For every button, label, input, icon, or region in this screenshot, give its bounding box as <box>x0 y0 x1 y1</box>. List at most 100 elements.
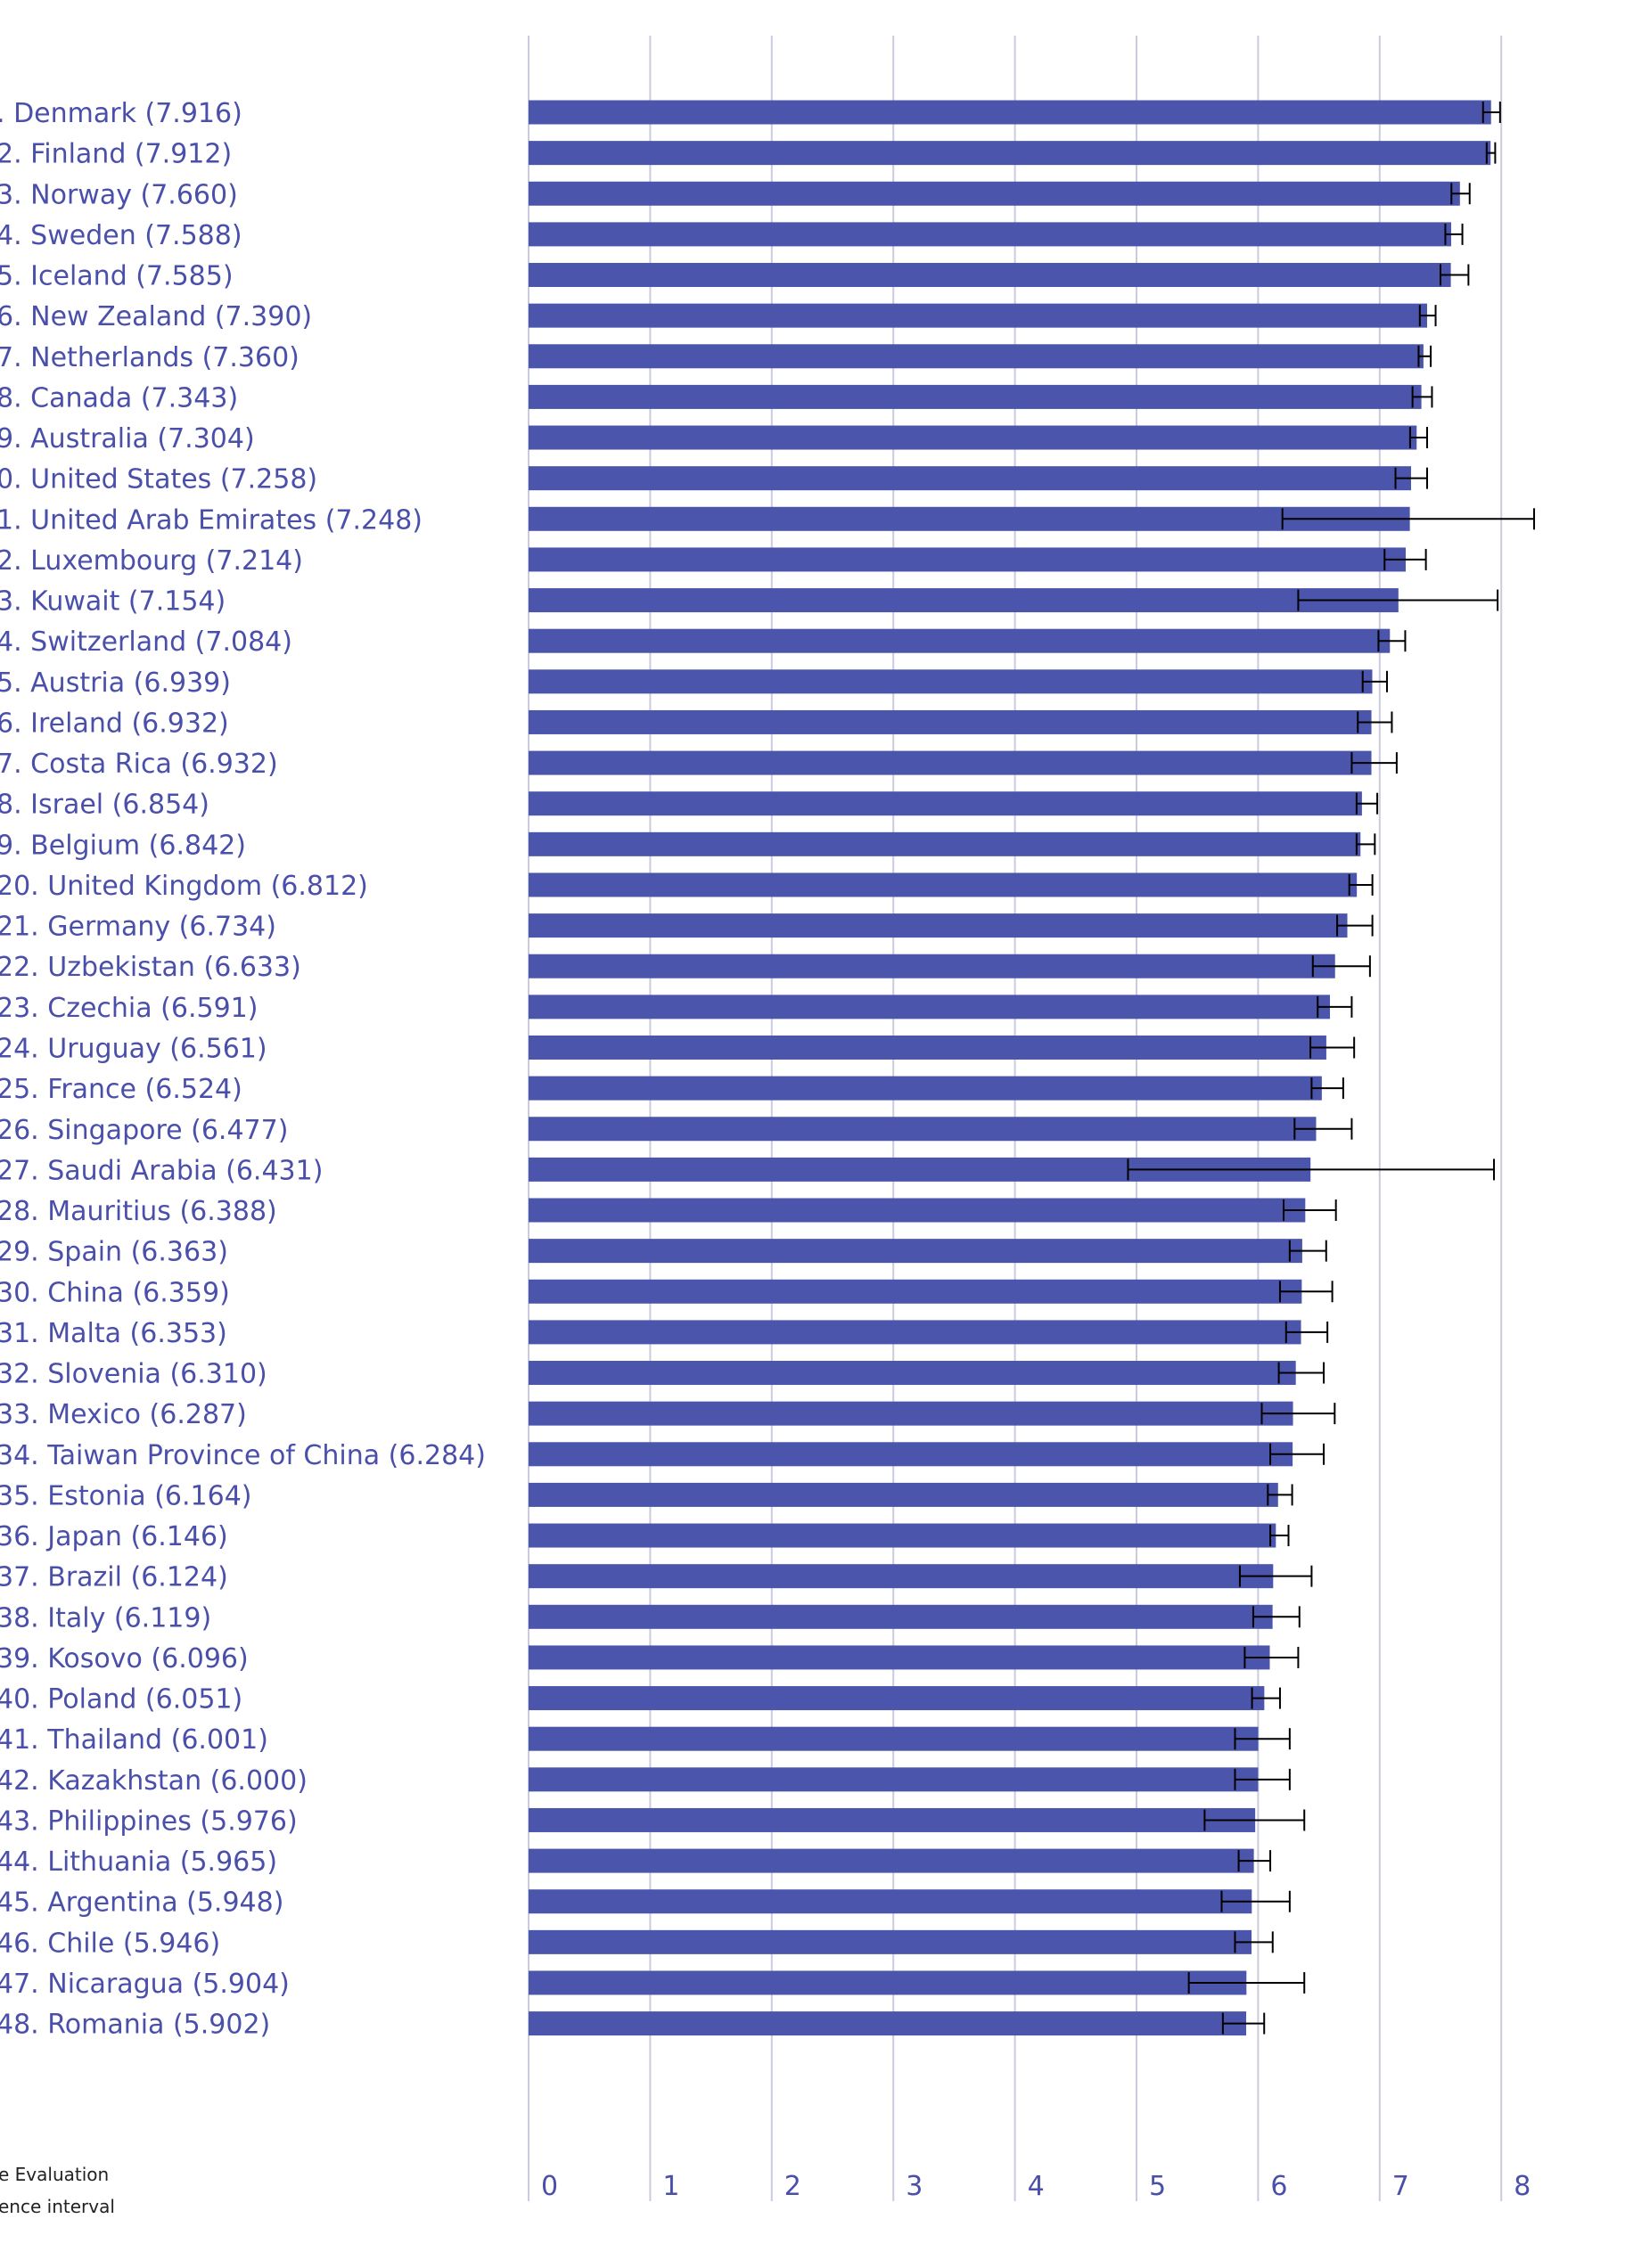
error-bar <box>1269 1525 1290 1547</box>
error-bar <box>1417 345 1432 367</box>
bar <box>529 547 1406 572</box>
row-label: 26. Singapore (6.477) <box>0 1115 288 1146</box>
error-bar <box>1269 1443 1325 1465</box>
bar <box>529 995 1331 1019</box>
row-label: 8. Canada (7.343) <box>0 382 238 413</box>
bar <box>529 1401 1293 1426</box>
row-label: 6. Ireland (6.932) <box>0 708 229 739</box>
error-bar <box>1251 1687 1281 1709</box>
error-bar <box>1355 833 1376 856</box>
x-tick-label: 6 <box>1270 2171 1287 2202</box>
error-bar <box>1357 711 1393 733</box>
legend-item-evaluation: e Evaluation <box>0 2164 109 2185</box>
error-bar <box>1234 1931 1274 1953</box>
bar <box>529 1523 1276 1548</box>
error-bar <box>1288 1240 1327 1262</box>
row-label: 48. Romania (5.902) <box>0 2010 270 2041</box>
row-label: 40. Poland (6.051) <box>0 1684 242 1715</box>
bar <box>529 181 1460 206</box>
error-bar <box>1444 223 1464 245</box>
row-label: 4. Switzerland (7.084) <box>0 626 292 658</box>
bar <box>529 1767 1259 1792</box>
row-label: 24. Uruguay (6.561) <box>0 1033 267 1064</box>
row-label: 25. France (6.524) <box>0 1074 242 1105</box>
row-label: 46. Chile (5.946) <box>0 1928 220 1959</box>
bar <box>529 1645 1270 1670</box>
bar <box>529 1320 1301 1345</box>
error-bar <box>1440 264 1470 286</box>
error-bar <box>1252 1606 1301 1628</box>
row-label: 1. United Arab Emirates (7.248) <box>0 504 423 536</box>
row-label: 28. Mauritius (6.388) <box>0 1196 277 1227</box>
bar <box>529 1686 1265 1711</box>
row-label: 3. Norway (7.660) <box>0 179 238 210</box>
x-tick-label: 5 <box>1149 2171 1166 2202</box>
row-label: 7. Netherlands (7.360) <box>0 342 300 373</box>
x-tick-label: 4 <box>1028 2171 1045 2202</box>
row-label: 2. Finland (7.912) <box>0 139 232 170</box>
bar <box>529 872 1358 897</box>
bars <box>529 100 1491 2036</box>
error-bar <box>1278 1281 1334 1303</box>
bar <box>529 344 1424 369</box>
x-tick-label: 2 <box>784 2171 801 2202</box>
row-label: 5. Iceland (7.585) <box>0 261 234 292</box>
row-label: 31. Malta (6.353) <box>0 1318 227 1349</box>
row-label: 47. Nicaragua (5.904) <box>0 1969 290 2000</box>
error-bars <box>1127 102 1536 2035</box>
bar <box>529 628 1391 653</box>
error-bar <box>1394 467 1428 489</box>
error-bar <box>1243 1646 1300 1668</box>
error-bar <box>1355 792 1379 815</box>
error-bar <box>1277 1362 1325 1384</box>
error-bar <box>1267 1484 1293 1506</box>
legend-item-confidence-interval: ence interval <box>0 2196 115 2217</box>
row-label: 2. Luxembourg (7.214) <box>0 545 303 577</box>
error-bar <box>1297 589 1499 611</box>
bar <box>529 1117 1317 1142</box>
bar <box>529 791 1362 816</box>
bar <box>529 1198 1306 1223</box>
row-label: 9. Belgium (6.842) <box>0 830 246 861</box>
bar <box>529 1604 1273 1629</box>
row-label: 32. Slovenia (6.310) <box>0 1359 267 1390</box>
error-bar <box>1348 873 1374 896</box>
row-label: 43. Philippines (5.976) <box>0 1805 298 1837</box>
error-bar <box>1408 427 1428 449</box>
row-label: 27. Saudi Arabia (6.431) <box>0 1155 323 1186</box>
row-label: 0. United States (7.258) <box>0 464 317 495</box>
bar <box>529 384 1422 409</box>
bar <box>529 1361 1296 1386</box>
error-bar <box>1377 630 1407 652</box>
error-bar <box>1309 1036 1356 1059</box>
bar <box>529 954 1335 978</box>
bar <box>529 100 1491 125</box>
x-tick-label: 1 <box>662 2171 679 2202</box>
row-label: 42. Kazakhstan (6.000) <box>0 1765 308 1797</box>
error-bar <box>1238 1565 1313 1587</box>
error-bar <box>1203 1809 1306 1831</box>
error-bar <box>1450 183 1471 205</box>
row-label: 20. United Kingdom (6.812) <box>0 871 368 902</box>
row-label: 44. Lithuania (5.965) <box>0 1846 277 1878</box>
error-bar <box>1293 1118 1353 1140</box>
error-bar <box>1411 386 1433 408</box>
bar <box>529 1076 1322 1101</box>
error-bar <box>1350 752 1398 774</box>
x-tick-label: 0 <box>541 2171 558 2202</box>
row-label: 9. Australia (7.304) <box>0 423 255 454</box>
bar <box>529 750 1372 775</box>
row-label: 29. Spain (6.363) <box>0 1237 228 1268</box>
bar <box>529 709 1372 734</box>
legend: e Evaluation ence interval <box>0 2164 115 2217</box>
row-label: 36. Japan (6.146) <box>0 1521 228 1552</box>
error-bar <box>1317 995 1353 1018</box>
bar <box>529 1929 1252 1954</box>
error-bar <box>1234 1768 1291 1790</box>
bar <box>529 1564 1274 1589</box>
row-label: 37. Brazil (6.124) <box>0 1562 228 1593</box>
row-label: 41. Thailand (6.001) <box>0 1724 268 1756</box>
x-tick-label: 7 <box>1392 2171 1409 2202</box>
bar <box>529 1848 1254 1873</box>
